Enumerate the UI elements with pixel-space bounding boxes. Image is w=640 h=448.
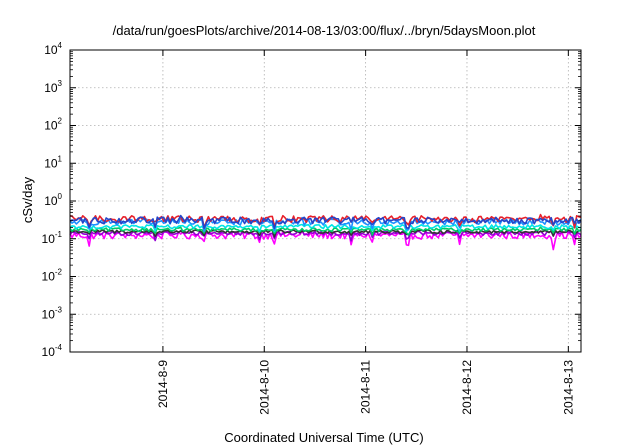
- x-ticks: 2014-8-9 2014-8-10 2014-8-11 2014-8-12 2014-…: [156, 50, 575, 415]
- x-tick-label: 2014-8-12: [460, 360, 474, 415]
- chart-title: /data/run/goesPlots/archive/2014-08-13/0…: [113, 23, 536, 38]
- x-tick-label: 2014-8-10: [257, 360, 271, 415]
- y-tick-label: 10-2: [42, 268, 63, 284]
- y-ticks: 104 103 102 101 100 10-1 10-2 10-3 10-4: [42, 41, 581, 359]
- y-tick-label: 100: [44, 192, 62, 208]
- series-group: [69, 213, 582, 251]
- y-tick-label: 10-3: [42, 305, 63, 321]
- flux-series-line: [69, 229, 582, 238]
- y-tick-label: 103: [44, 79, 62, 95]
- x-tick-label: 2014-8-9: [156, 360, 170, 408]
- y-axis-label: cSv/day: [20, 176, 35, 223]
- y-tick-label: 102: [44, 117, 62, 133]
- x-tick-label: 2014-8-11: [359, 360, 373, 414]
- grid: [70, 50, 581, 352]
- y-tick-label: 10-4: [42, 343, 63, 359]
- x-tick-label: 2014-8-13: [561, 360, 575, 415]
- flux-series-line: [69, 226, 582, 236]
- flux-series-line: [69, 214, 582, 230]
- flux-series-line: [69, 223, 581, 233]
- y-tick-label: 101: [44, 154, 62, 170]
- y-tick-label: 104: [44, 41, 62, 57]
- y-tick-label: 10-1: [42, 230, 63, 246]
- x-axis-label: Coordinated Universal Time (UTC): [224, 430, 423, 445]
